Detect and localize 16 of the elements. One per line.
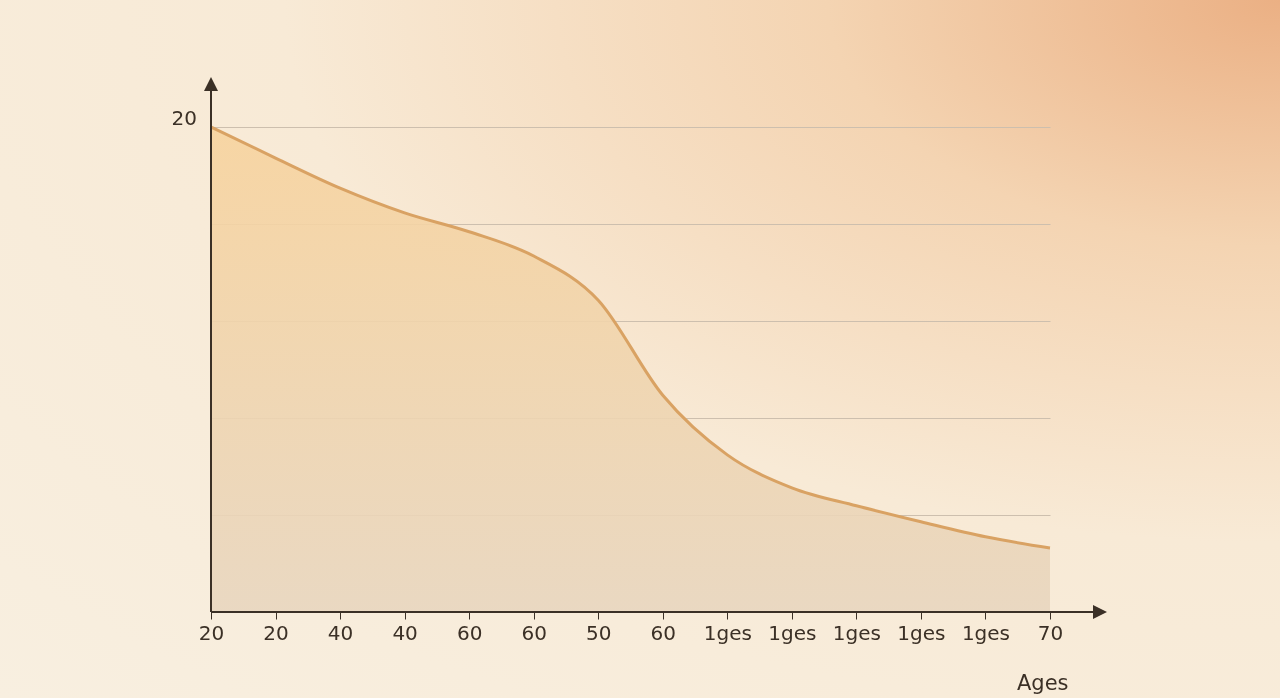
x-tick-label: 1ges [897,620,946,645]
x-tick-label: 40 [392,620,418,645]
text: 20 [171,106,197,130]
x-tick-label: 1ges [832,620,881,645]
x-tick-label: 20 [198,620,225,645]
x-axis-title: Ages [1016,670,1069,695]
x-tick-label: 60 [650,620,676,645]
x-tick-label: 1ges [768,620,817,645]
x-tick-label: 60 [521,620,547,645]
x-tick-label: 60 [456,620,483,645]
x-tick-label: 70 [1037,620,1064,645]
x-tick-label: 1ges [961,620,1011,645]
x-tick-label: 1ges [703,620,752,645]
x-tick-label: 40 [327,620,354,645]
x-tick-label: 50 [586,620,612,645]
x-tick-label: 20 [263,620,289,645]
